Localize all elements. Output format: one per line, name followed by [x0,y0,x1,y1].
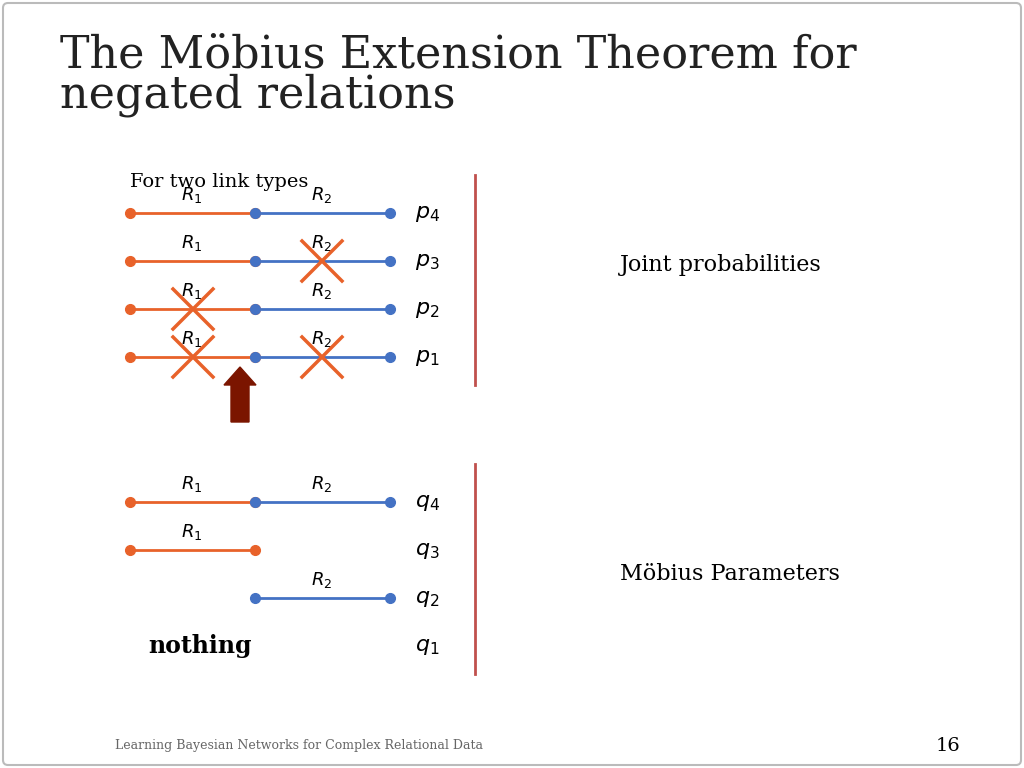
Text: $R_2$: $R_2$ [311,185,333,205]
Text: negated relations: negated relations [60,73,456,117]
Text: $R_1$: $R_1$ [181,185,203,205]
Text: $R_2$: $R_2$ [311,233,333,253]
Text: $R_2$: $R_2$ [311,474,333,494]
Text: The Möbius Extension Theorem for: The Möbius Extension Theorem for [60,33,857,76]
Text: $p_1$: $p_1$ [415,346,439,368]
Text: $p_3$: $p_3$ [415,250,439,272]
Text: $R_1$: $R_1$ [181,281,203,301]
Text: Möbius Parameters: Möbius Parameters [620,563,840,585]
Text: $R_2$: $R_2$ [311,281,333,301]
FancyArrow shape [224,367,256,422]
Text: $q_2$: $q_2$ [415,587,439,609]
Text: Joint probabilities: Joint probabilities [620,254,821,276]
Text: $q_4$: $q_4$ [415,491,440,513]
FancyBboxPatch shape [3,3,1021,765]
Text: $p_4$: $p_4$ [415,202,440,224]
Text: 16: 16 [935,737,961,755]
Text: $q_1$: $q_1$ [415,635,439,657]
Text: $q_3$: $q_3$ [415,539,439,561]
Text: $R_1$: $R_1$ [181,522,203,542]
Text: For two link types: For two link types [130,173,308,191]
Text: $R_1$: $R_1$ [181,233,203,253]
Text: $R_2$: $R_2$ [311,329,333,349]
Text: $R_1$: $R_1$ [181,474,203,494]
Text: Learning Bayesian Networks for Complex Relational Data: Learning Bayesian Networks for Complex R… [115,740,483,753]
Text: $R_2$: $R_2$ [311,570,333,590]
Text: $p_2$: $p_2$ [415,298,439,320]
Text: nothing: nothing [148,634,252,658]
Text: $R_1$: $R_1$ [181,329,203,349]
